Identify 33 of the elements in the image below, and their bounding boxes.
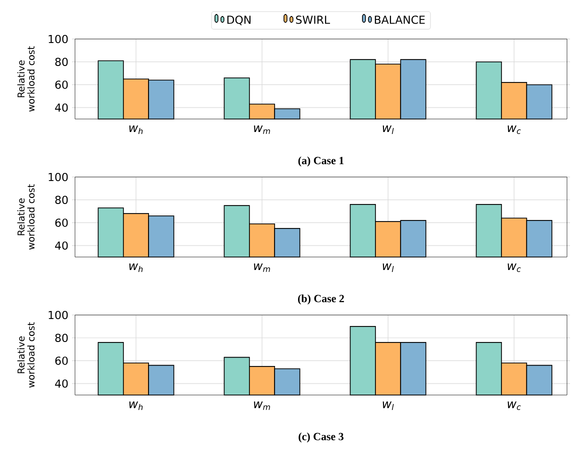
x-tick-label: w$_{h}$ [129,126,143,134]
x-tick-label: w$_{l}$ [382,126,394,134]
x-tick-label: w$_{c}$ [508,264,521,272]
text: (a) Case 1 [298,156,344,166]
x-tick-label: w$_{l}$ [382,264,394,272]
x-tick-label: w$_{l}$ [382,402,394,410]
y-tick-label: 40 [55,103,68,112]
y-tick-label: 100 [48,310,68,320]
y-tick-label: 60 [55,218,68,227]
text: (b) Case 2 [298,294,344,304]
legend-label: BALANCE [374,16,425,24]
x-tick-label: w$_{m}$ [254,264,270,272]
x-tick-label: w$_{h}$ [129,264,143,272]
legend-label: DQN [227,16,250,26]
y-tick-label: 60 [55,356,68,365]
y-tick-label: 100 [48,172,68,182]
y-tick-label: 80 [55,58,68,66]
y-axis-title: Relative workload cost [17,322,35,388]
y-tick-label: 40 [55,241,68,250]
y-tick-label: 80 [55,334,68,342]
x-tick-label: w$_{c}$ [508,402,521,410]
y-axis-title: Relative workload cost [17,184,35,250]
text: (c) Case 3 [298,432,344,442]
legend-label: SWIRL [296,16,330,24]
y-axis-title: Relative workload cost [17,46,35,112]
y-tick-label: 60 [55,80,68,89]
x-tick-label: w$_{m}$ [254,126,270,134]
x-tick-label: w$_{m}$ [254,402,270,410]
x-tick-label: w$_{c}$ [508,126,521,134]
x-tick-label: w$_{h}$ [129,402,143,410]
y-tick-label: 40 [55,379,68,388]
y-tick-label: 100 [48,34,68,44]
y-tick-label: 80 [55,196,68,204]
